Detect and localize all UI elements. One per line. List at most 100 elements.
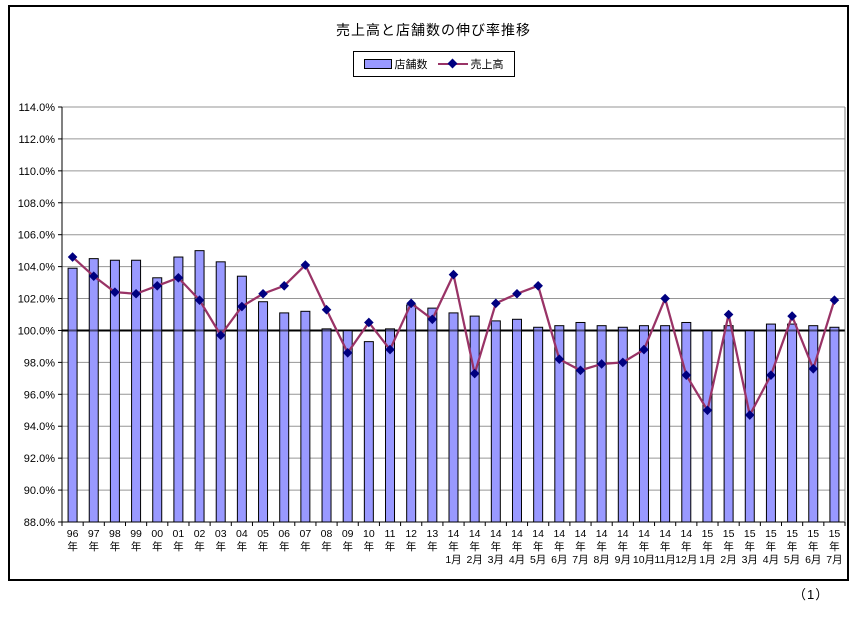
store-count-bar [596, 325, 607, 523]
x-axis-label: 15 [765, 528, 777, 540]
store-count-bar [300, 310, 311, 523]
y-axis-label: 90.0% [24, 485, 55, 497]
x-axis-label: 14 [638, 528, 650, 540]
sales-marker [787, 311, 797, 321]
y-axis-label: 106.0% [18, 230, 56, 242]
sales-marker [533, 280, 543, 291]
store-count-bar [702, 329, 713, 523]
store-count-bar [787, 323, 798, 523]
sales-marker [406, 298, 416, 309]
y-axis-label: 112.0% [19, 134, 56, 146]
x-axis-label: 3月 [742, 554, 758, 566]
x-axis-label: 年 [596, 540, 607, 553]
sales-marker [617, 357, 628, 368]
x-axis-label: 年 [237, 540, 248, 553]
x-axis-label: 15 [807, 528, 819, 540]
x-axis-label: 年 [152, 540, 163, 553]
x-axis-label: 5月 [784, 554, 800, 566]
x-axis-label: 年 [766, 540, 777, 553]
store-count-bar [215, 261, 226, 523]
x-axis-label: 5月 [530, 554, 546, 566]
x-axis-label: 年 [173, 540, 184, 553]
sales-marker [639, 344, 649, 355]
store-count-bar [660, 325, 671, 523]
store-count-bar [321, 328, 332, 523]
x-axis-label: 06 [278, 528, 290, 540]
x-axis-label: 年 [385, 540, 396, 553]
x-axis-label: 年 [215, 540, 226, 553]
x-axis-label: 05 [257, 528, 269, 540]
x-axis-label: 07 [300, 528, 312, 540]
x-axis-label: 14 [553, 528, 565, 540]
legend-label-store-count: 店舗数 [394, 59, 428, 71]
store-count-bar [533, 326, 544, 523]
x-axis-label: 14 [617, 528, 629, 540]
x-axis-label: 1月 [445, 554, 461, 566]
x-axis-label: 14 [448, 528, 460, 540]
store-count-bar [152, 277, 163, 523]
x-axis-label: 年 [491, 540, 502, 553]
store-count-bar [279, 312, 290, 523]
x-axis-label: 年 [406, 540, 417, 553]
store-count-bar [194, 250, 205, 523]
x-axis-label: 4月 [763, 554, 779, 566]
legend-label-sales: 売上高 [470, 59, 504, 71]
x-axis-label: 年 [67, 540, 78, 553]
x-axis-label: 10 [363, 528, 375, 540]
x-axis-label: 年 [279, 540, 290, 553]
sales-marker [829, 295, 840, 305]
x-axis-label: 99 [130, 528, 142, 540]
page-number: （1） [793, 587, 830, 602]
sales-marker [88, 271, 99, 282]
x-axis-label: 年 [194, 540, 205, 553]
x-axis-label: 年 [448, 540, 459, 553]
sales-marker [237, 301, 247, 312]
x-axis-label: 年 [787, 540, 798, 553]
x-axis-label: 12 [405, 528, 417, 540]
x-axis-label: 10月 [633, 554, 655, 566]
x-axis-label: 7月 [826, 554, 842, 566]
store-count-bar [469, 315, 480, 523]
y-axis-label: 98.0% [24, 357, 55, 369]
sales-marker [744, 410, 755, 420]
sales-marker [131, 288, 141, 299]
y-axis-label: 96.0% [24, 389, 55, 401]
x-axis-label: 14 [469, 528, 481, 540]
store-count-bar [258, 301, 269, 523]
store-count-bar [406, 304, 417, 523]
x-axis-label: 年 [533, 540, 544, 553]
chart-title: 売上高と店舗数の伸び率推移 [336, 22, 531, 38]
sales-marker [173, 272, 184, 283]
store-count-bar [681, 321, 692, 523]
x-axis-label: 2月 [466, 554, 482, 566]
x-axis-label: 7月 [572, 554, 588, 566]
legend-item-store-count: 店舗数 [363, 56, 428, 72]
y-axis-label: 100.0% [18, 325, 56, 337]
sales-marker [215, 330, 226, 341]
line-series-swatch-icon [437, 58, 468, 69]
x-axis-label: 04 [236, 528, 248, 540]
sales-marker [258, 288, 268, 299]
x-axis-label: 年 [300, 540, 311, 553]
bar-series-swatch-icon [363, 59, 392, 69]
store-count-bar [88, 258, 99, 523]
x-axis-label: 年 [745, 540, 756, 553]
x-axis-label: 96 [67, 528, 79, 540]
x-axis-label: 3月 [488, 554, 504, 566]
chart-legend: 店舗数 売上高 [352, 51, 515, 77]
x-axis-label: 15 [723, 528, 735, 540]
x-axis-label: 年 [512, 540, 523, 553]
store-count-bar [575, 321, 586, 523]
x-axis-label: 11 [385, 528, 396, 540]
store-count-bar [554, 325, 565, 523]
x-axis-label: 14 [532, 528, 544, 540]
x-axis-label: 14 [490, 528, 502, 540]
sales-marker [681, 370, 692, 380]
x-axis-label: 年 [110, 540, 121, 553]
y-axis-label: 92.0% [24, 453, 55, 465]
store-count-bar [131, 259, 142, 523]
x-axis-label: 14 [511, 528, 523, 540]
x-axis-label: 15 [702, 528, 714, 540]
y-axis-label: 102.0% [18, 294, 56, 306]
